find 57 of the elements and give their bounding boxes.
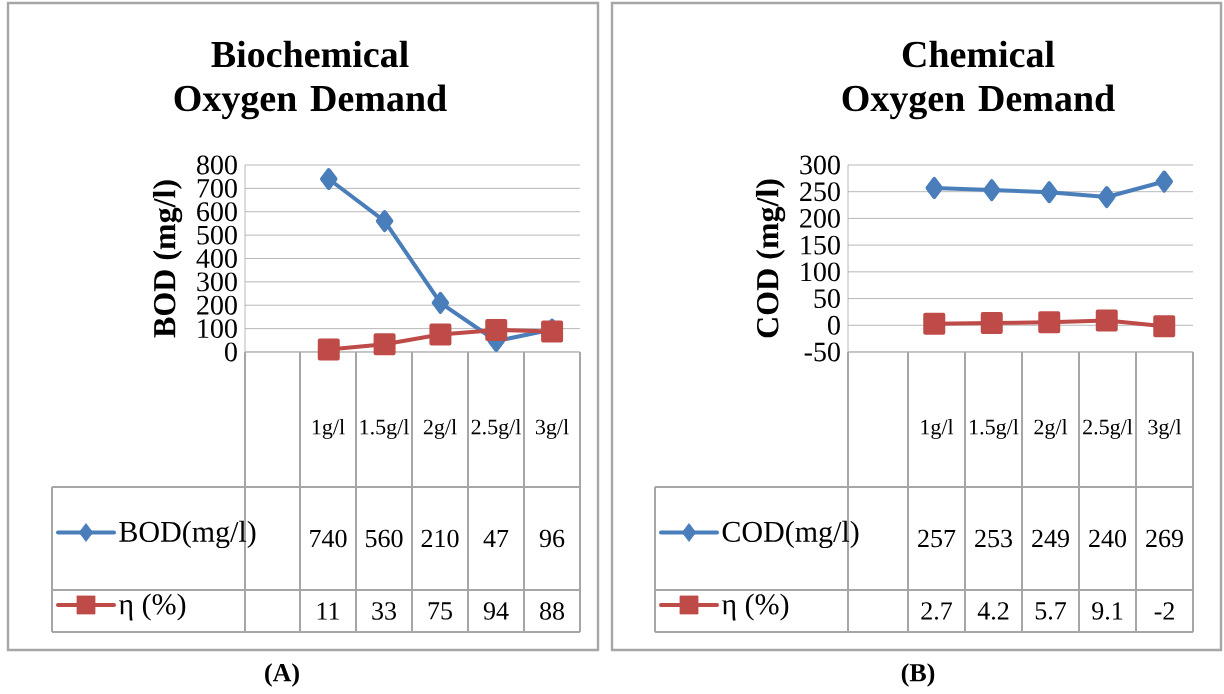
data-label: 9.1 bbox=[1092, 602, 1123, 620]
y-tick-label: 50 bbox=[814, 289, 840, 309]
data-label: 75 bbox=[428, 602, 452, 620]
x-tick-label: 3g/l bbox=[1148, 419, 1182, 439]
chart-title: Chemical Oxygen Demand bbox=[842, 40, 1115, 120]
x-tick-label: 2g/l bbox=[1034, 419, 1068, 439]
y-tick-label: 200 bbox=[800, 208, 840, 228]
y-tick-label: 500 bbox=[197, 225, 237, 245]
chart-title: Biochemical Oxygen Demand bbox=[174, 40, 447, 120]
y-tick-label: 300 bbox=[800, 155, 840, 175]
y-tick-label: 250 bbox=[800, 182, 840, 202]
data-label: 210 bbox=[421, 529, 459, 548]
y-tick-label: 400 bbox=[196, 249, 237, 268]
data-label: 94 bbox=[483, 602, 509, 620]
legend-label: η (%) bbox=[721, 593, 789, 621]
y-tick-label: 600 bbox=[197, 202, 237, 222]
data-label: 249 bbox=[1032, 529, 1069, 548]
data-label: -2 bbox=[1154, 602, 1174, 620]
y-tick-label: 300 bbox=[197, 272, 237, 292]
data-label: 257 bbox=[918, 529, 956, 548]
text: (A) bbox=[265, 663, 299, 687]
y-tick-label: 800 bbox=[197, 155, 237, 175]
legend-label: BOD(mg/l) bbox=[119, 520, 256, 549]
data-label: 96 bbox=[539, 529, 565, 548]
x-tick-label: 1g/l bbox=[312, 419, 345, 439]
y-tick-label: -50 bbox=[804, 342, 840, 362]
y-tick-label: 100 bbox=[198, 319, 237, 339]
data-label: 88 bbox=[540, 602, 565, 620]
x-tick-label: 3g/l bbox=[535, 419, 569, 439]
data-label: 5.7 bbox=[1035, 602, 1067, 620]
data-label: 253 bbox=[975, 529, 1012, 548]
data-label: 2.7 bbox=[921, 602, 953, 620]
data-label: 240 bbox=[1089, 529, 1127, 548]
data-label: 269 bbox=[1146, 529, 1183, 548]
y-tick-label: 700 bbox=[197, 178, 237, 198]
data-label: 4.2 bbox=[977, 602, 1009, 620]
x-tick-label: 2.5g/l bbox=[1083, 419, 1133, 439]
y-tick-label: 0 bbox=[225, 342, 237, 362]
data-label: 560 bbox=[366, 529, 403, 548]
data-label: 11 bbox=[317, 602, 339, 620]
x-tick-label: 1.5g/l bbox=[360, 419, 409, 439]
y-tick-label: 200 bbox=[197, 295, 237, 315]
x-tick-label: 2.5g/l bbox=[471, 419, 521, 439]
data-label: 33 bbox=[372, 602, 396, 620]
x-tick-label: 1g/l bbox=[921, 419, 954, 439]
text: (B) bbox=[901, 663, 935, 687]
y-tick-label: 100 bbox=[801, 262, 840, 282]
y-axis-title: COD (mg/l) bbox=[755, 179, 786, 338]
legend-label: COD(mg/l) bbox=[722, 520, 859, 549]
x-tick-label: 2g/l bbox=[423, 419, 457, 439]
y-tick-label: 0 bbox=[828, 315, 840, 335]
y-axis-title: BOD (mg/l) bbox=[152, 180, 183, 338]
x-tick-label: 1.5g/l bbox=[970, 419, 1019, 439]
y-tick-label: 150 bbox=[801, 235, 840, 255]
data-label: 740 bbox=[310, 529, 347, 548]
data-label: 47 bbox=[483, 529, 509, 548]
legend-label: η (%) bbox=[118, 593, 186, 621]
